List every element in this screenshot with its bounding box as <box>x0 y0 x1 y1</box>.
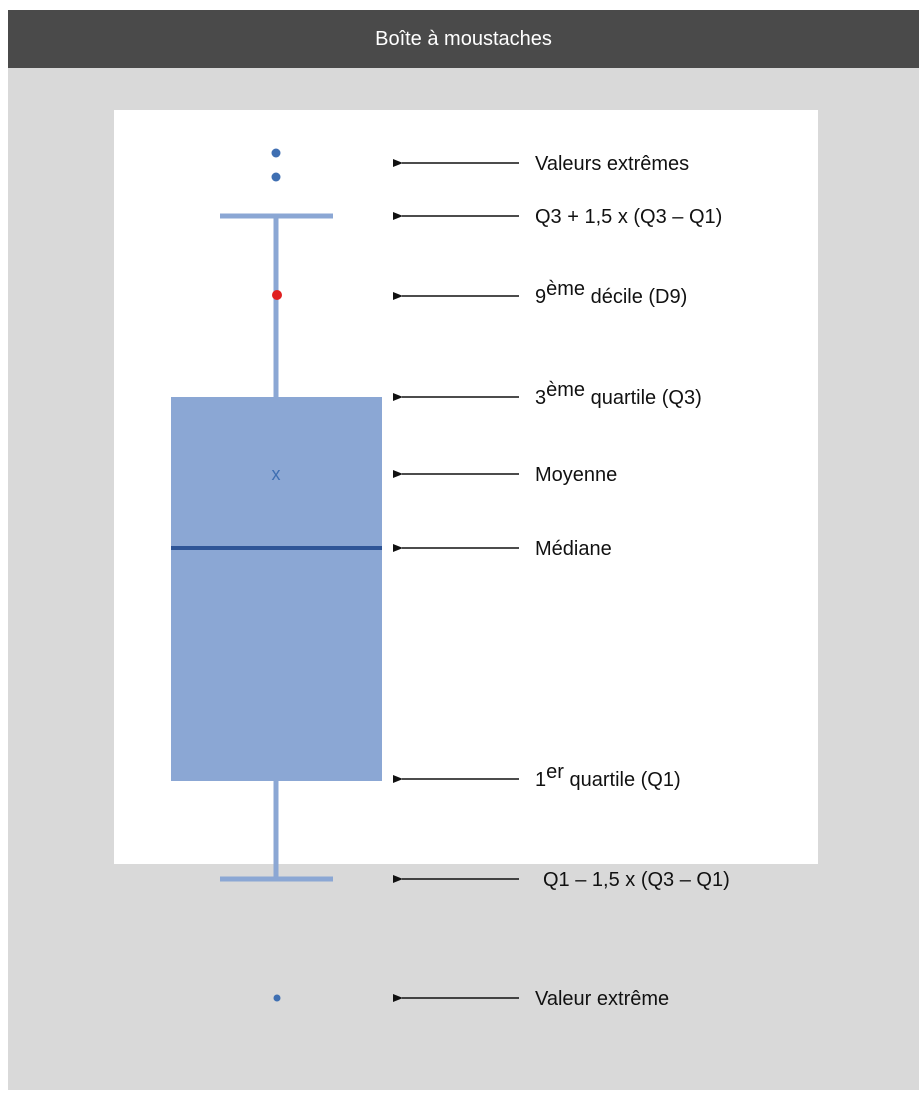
outlier-point-low <box>273 994 281 1002</box>
label-q1-sup: er <box>546 761 564 783</box>
figure-title: Boîte à moustaches <box>8 10 919 68</box>
label-lower-fence: Q1 – 1,5 x (Q3 – Q1) <box>543 869 730 891</box>
label-q3: 3ème quartile (Q3) <box>535 379 702 409</box>
label-d9-num: 9 <box>535 286 546 308</box>
label-mean: Moyenne <box>535 464 617 486</box>
label-median: Médiane <box>535 538 612 560</box>
label-q1: 1er quartile (Q1) <box>535 761 681 791</box>
d9-point <box>272 290 282 300</box>
label-q1-num: 1 <box>535 769 546 791</box>
label-d9-sup: ème <box>546 278 585 300</box>
label-q3-num: 3 <box>535 387 546 409</box>
outlier-point-high-1 <box>271 148 281 158</box>
mean-marker: x <box>272 464 281 484</box>
interquartile-box <box>171 397 382 781</box>
label-outlier-low: Valeur extrême <box>535 988 669 1010</box>
outlier-point-high-2 <box>271 172 281 182</box>
label-q3-sup: ème <box>546 379 585 401</box>
label-d9-text: décile (D9) <box>585 286 687 308</box>
label-q3-text: quartile (Q3) <box>585 387 702 409</box>
label-outliers-high: Valeurs extrêmes <box>535 153 689 175</box>
label-q1-text: quartile (Q1) <box>564 769 681 791</box>
label-d9: 9ème décile (D9) <box>535 278 687 308</box>
label-upper-fence: Q3 + 1,5 x (Q3 – Q1) <box>535 206 722 228</box>
